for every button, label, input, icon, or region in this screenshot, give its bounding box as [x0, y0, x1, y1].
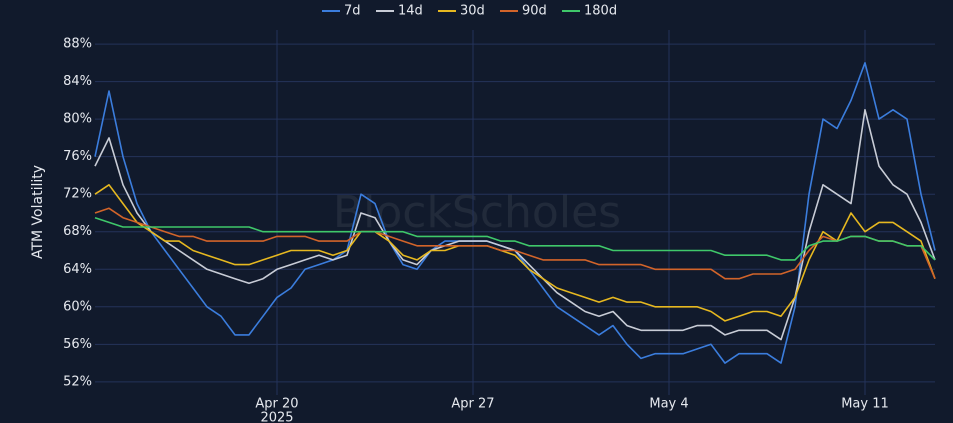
x-year-label: 2025: [260, 411, 293, 423]
x-tick-label: May 4: [649, 397, 688, 412]
legend-label: 90d: [522, 4, 547, 19]
legend-label: 30d: [460, 4, 485, 19]
y-axis-title: ATM Volatility: [30, 165, 46, 259]
series-line: [94, 184, 936, 322]
series-line: [94, 216, 936, 261]
x-tick-label: Apr 20: [255, 397, 298, 412]
watermark: BlockScholes: [333, 187, 621, 238]
y-tick-label: 76%: [63, 149, 92, 164]
legend-label: 7d: [344, 4, 361, 19]
y-tick-label: 88%: [63, 37, 92, 52]
legend-label: 14d: [398, 4, 423, 19]
y-tick-label: 80%: [63, 112, 92, 127]
legend-label: 180d: [584, 4, 617, 19]
y-tick-label: 68%: [63, 224, 92, 239]
y-tick-label: 72%: [63, 187, 92, 202]
x-tick-label: May 11: [841, 397, 889, 412]
series-line: [94, 207, 936, 280]
y-tick-label: 84%: [63, 74, 92, 89]
x-tick-label: Apr 27: [451, 397, 494, 412]
y-tick-label: 52%: [63, 374, 92, 389]
y-tick-label: 56%: [63, 337, 92, 352]
y-tick-label: 64%: [63, 262, 92, 277]
y-tick-label: 60%: [63, 299, 92, 314]
